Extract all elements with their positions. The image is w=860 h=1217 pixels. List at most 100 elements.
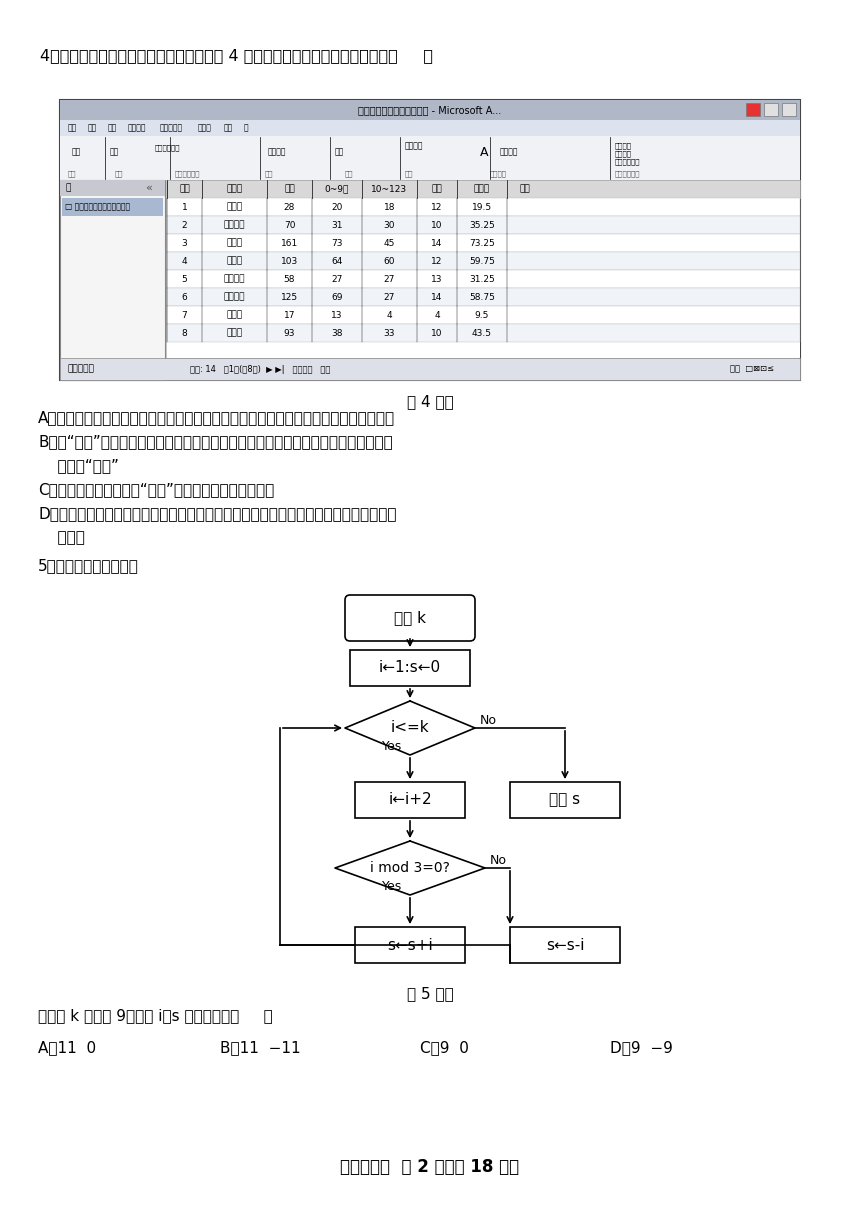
FancyBboxPatch shape — [345, 595, 475, 641]
Text: 27: 27 — [384, 275, 396, 284]
Text: 数据库工具: 数据库工具 — [160, 123, 183, 133]
Text: 全部刷新: 全部刷新 — [268, 147, 286, 157]
Text: 33: 33 — [384, 329, 396, 337]
Text: 58.75: 58.75 — [469, 292, 495, 302]
FancyBboxPatch shape — [167, 252, 800, 270]
Text: 苏氨酸: 苏氨酸 — [226, 329, 243, 337]
Text: 视图: 视图 — [72, 147, 81, 157]
Text: D．数据表中的所有记录删除后，数据表还是存在，但是不可以通过撤销来恢复被删除数: D．数据表中的所有记录删除后，数据表还是存在，但是不可以通过撤销来恢复被删除数 — [38, 506, 396, 521]
FancyBboxPatch shape — [167, 305, 800, 324]
FancyBboxPatch shape — [510, 783, 620, 818]
Text: 17: 17 — [284, 310, 295, 320]
Text: 记录: 记录 — [265, 170, 273, 178]
Text: 10~123: 10~123 — [372, 185, 408, 194]
FancyBboxPatch shape — [62, 198, 163, 215]
Text: 4: 4 — [434, 310, 439, 320]
Text: i<=k: i<=k — [390, 720, 429, 735]
Text: 平均値: 平均値 — [474, 185, 490, 194]
Text: C．9  0: C．9 0 — [420, 1041, 469, 1055]
Text: 70: 70 — [284, 220, 295, 230]
Text: 60: 60 — [384, 257, 396, 265]
Text: 8: 8 — [181, 329, 187, 337]
Text: 第 5 题图: 第 5 题图 — [407, 986, 453, 1002]
Text: i←i+2: i←i+2 — [388, 792, 432, 808]
Text: 1: 1 — [181, 202, 187, 212]
FancyBboxPatch shape — [167, 288, 800, 305]
Text: 若输入 k 的値为 9，最终 i、s 的値分别为（     ）: 若输入 k 的値为 9，最终 i、s 的値分别为（ ） — [38, 1008, 273, 1023]
Text: No: No — [480, 713, 497, 727]
Text: 10: 10 — [431, 220, 443, 230]
Text: No: No — [490, 853, 507, 867]
Text: 婴孩: 婴孩 — [284, 185, 295, 194]
Text: 3: 3 — [181, 239, 187, 247]
FancyBboxPatch shape — [167, 180, 800, 198]
Text: 人体每天氨基酸需要量统计 - Microsoft A...: 人体每天氨基酸需要量统计 - Microsoft A... — [359, 105, 501, 114]
FancyBboxPatch shape — [60, 180, 165, 380]
Text: 43.5: 43.5 — [472, 329, 492, 337]
Text: 27: 27 — [384, 292, 396, 302]
Text: 69: 69 — [331, 292, 343, 302]
Text: 59.75: 59.75 — [469, 257, 495, 265]
Text: 赖氨酸: 赖氨酸 — [226, 257, 243, 265]
Text: 28: 28 — [284, 202, 295, 212]
Text: □ 人体每天氨基酸需要量统计: □ 人体每天氨基酸需要量统计 — [65, 202, 130, 212]
Text: 31: 31 — [331, 220, 343, 230]
Text: 粘贴: 粘贴 — [110, 147, 120, 157]
FancyBboxPatch shape — [167, 198, 800, 215]
Text: 数据表视图: 数据表视图 — [68, 365, 95, 374]
Text: 记录: 14   第1项(兲8项)  ▶ ▶|   无筛选器   搜索: 记录: 14 第1项(兲8项) ▶ ▶| 无筛选器 搜索 — [190, 365, 330, 374]
Text: 27: 27 — [331, 275, 342, 284]
Text: 中文简繁转换: 中文简繁转换 — [615, 170, 641, 178]
Text: 筛选器和排选: 筛选器和排选 — [175, 170, 200, 178]
Text: 切换窗口: 切换窗口 — [405, 141, 423, 151]
Text: 4: 4 — [387, 310, 392, 320]
Text: «: « — [145, 183, 152, 194]
Text: 苯丙氨酸: 苯丙氨酸 — [224, 292, 245, 302]
Text: 73: 73 — [331, 239, 343, 247]
Text: 数字  □⊠⊡≤: 数字 □⊠⊡≤ — [730, 365, 774, 374]
Text: 查找: 查找 — [345, 170, 353, 178]
Text: 12: 12 — [432, 257, 443, 265]
Text: 输入 k: 输入 k — [394, 611, 426, 626]
Text: 序号: 序号 — [179, 185, 190, 194]
Text: 创建: 创建 — [108, 123, 117, 133]
Text: 10: 10 — [431, 329, 443, 337]
Text: 45: 45 — [384, 239, 396, 247]
FancyBboxPatch shape — [60, 100, 800, 380]
Text: 93: 93 — [284, 329, 295, 337]
Text: A．11  0: A．11 0 — [38, 1041, 96, 1055]
Text: Yes: Yes — [382, 880, 402, 892]
Text: 简繁词汇转换: 简繁词汇转换 — [615, 158, 641, 166]
Text: 5．某流程图如图所示：: 5．某流程图如图所示： — [38, 559, 138, 573]
Text: D．9  −9: D．9 −9 — [610, 1041, 673, 1055]
Text: 筛选器和排选: 筛选器和排选 — [155, 145, 181, 151]
FancyBboxPatch shape — [510, 927, 620, 963]
Text: 14: 14 — [432, 292, 443, 302]
Text: 备注: 备注 — [519, 185, 530, 194]
Text: 31.25: 31.25 — [469, 275, 494, 284]
FancyBboxPatch shape — [60, 180, 165, 196]
Text: 125: 125 — [281, 292, 298, 302]
Text: 蛋氨酸和: 蛋氨酸和 — [224, 275, 245, 284]
Text: 161: 161 — [281, 239, 298, 247]
Text: 73.25: 73.25 — [469, 239, 494, 247]
Text: 外部数据: 外部数据 — [128, 123, 146, 133]
FancyBboxPatch shape — [60, 358, 800, 380]
Text: 18: 18 — [384, 202, 396, 212]
Text: s←s-i: s←s-i — [546, 937, 584, 953]
FancyBboxPatch shape — [350, 650, 470, 686]
Text: 5: 5 — [181, 275, 187, 284]
Polygon shape — [345, 701, 475, 755]
FancyBboxPatch shape — [764, 103, 778, 116]
Text: 14: 14 — [432, 239, 443, 247]
Text: 38: 38 — [331, 329, 343, 337]
Text: A: A — [480, 146, 488, 158]
Text: 亮氨酸: 亮氨酸 — [226, 239, 243, 247]
Text: i←1:s←0: i←1:s←0 — [379, 661, 441, 675]
Text: 加载项: 加载项 — [198, 123, 212, 133]
FancyBboxPatch shape — [167, 215, 800, 234]
Text: C．在当前状态下可以将“序号”字段修改为自动编号类型: C．在当前状态下可以将“序号”字段修改为自动编号类型 — [38, 482, 274, 497]
Text: 第 4 题图: 第 4 题图 — [407, 394, 453, 409]
FancyBboxPatch shape — [167, 180, 800, 358]
Text: 繁简繁回: 繁简繁回 — [615, 151, 632, 157]
